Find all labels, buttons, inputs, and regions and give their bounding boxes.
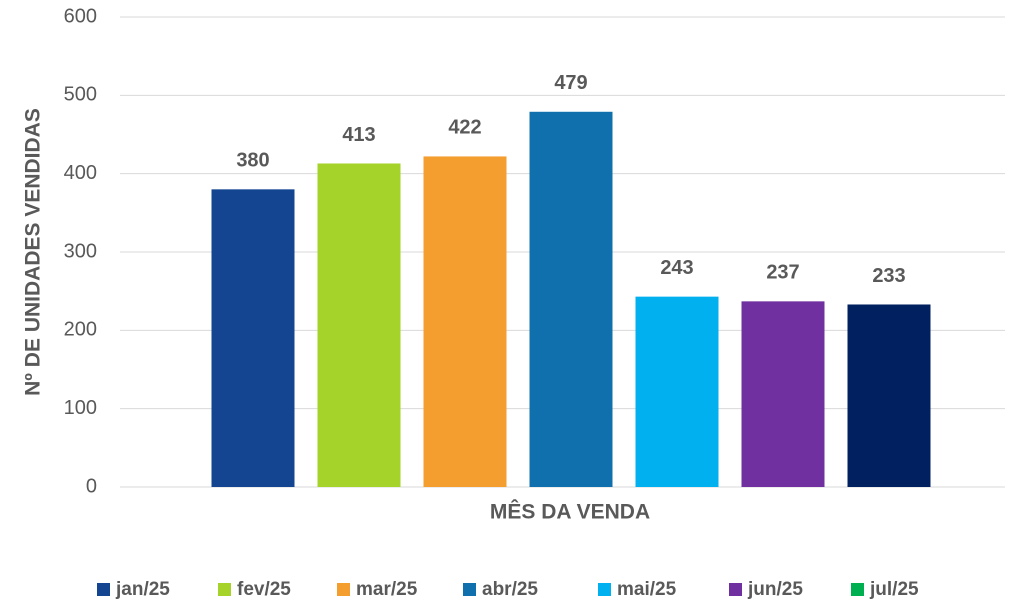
y-tick-label: 400	[64, 162, 97, 184]
value-label: 233	[872, 265, 905, 287]
value-label: 237	[766, 262, 799, 284]
legend-swatch	[729, 583, 742, 596]
legend-swatch	[598, 583, 611, 596]
legend-label: mar/25	[356, 579, 418, 600]
legend-swatch	[97, 583, 110, 596]
y-tick-label: 100	[64, 397, 97, 419]
legend-swatch	[851, 583, 864, 596]
bar	[211, 189, 295, 488]
x-axis-title: MÊS DA VENDA	[490, 500, 650, 524]
y-axis-title: Nº DE UNIDADES VENDIDAS	[22, 108, 45, 396]
bar	[635, 296, 719, 487]
legend-swatch	[218, 583, 231, 596]
y-tick-label: 300	[64, 240, 97, 262]
legend-label: jan/25	[115, 579, 170, 600]
value-label: 413	[342, 124, 375, 146]
legend-swatch	[463, 583, 476, 596]
bar	[317, 163, 401, 487]
legend-label: fev/25	[237, 579, 291, 600]
y-tick-label: 500	[64, 84, 97, 106]
bar	[741, 301, 825, 487]
legend-label: mai/25	[617, 579, 677, 600]
value-label: 243	[660, 257, 693, 279]
value-label: 479	[554, 72, 587, 94]
y-tick-label: 200	[64, 319, 97, 341]
bar	[847, 304, 931, 487]
legend-swatch	[337, 583, 350, 596]
value-label: 380	[236, 150, 269, 172]
legend-label: jul/25	[869, 579, 919, 600]
legend-label: abr/25	[482, 579, 538, 600]
legend-label: jun/25	[747, 579, 803, 600]
y-tick-label: 600	[64, 5, 97, 27]
y-tick-label: 0	[86, 475, 97, 497]
value-label: 422	[448, 117, 481, 139]
bar	[423, 156, 507, 487]
bar	[529, 111, 613, 488]
